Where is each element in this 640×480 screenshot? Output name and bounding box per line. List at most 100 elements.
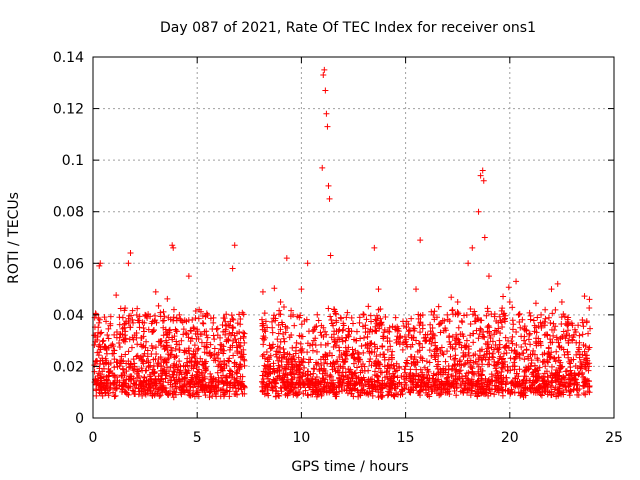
data-point	[192, 375, 199, 382]
data-point	[184, 378, 191, 385]
data-point	[465, 346, 472, 353]
data-point	[372, 384, 379, 391]
data-point	[481, 234, 488, 241]
data-point	[210, 314, 217, 321]
data-point	[352, 369, 359, 376]
data-point	[371, 244, 378, 251]
data-point	[97, 346, 104, 353]
data-point	[309, 375, 316, 382]
data-point	[485, 322, 492, 329]
data-point	[96, 349, 103, 356]
data-point	[534, 314, 541, 321]
data-point	[429, 325, 436, 332]
data-point	[322, 87, 329, 94]
data-point	[366, 345, 373, 352]
data-point	[320, 72, 327, 79]
data-point	[217, 341, 224, 348]
data-point	[516, 366, 523, 373]
data-point	[231, 242, 238, 249]
data-point	[365, 367, 372, 374]
data-point	[185, 334, 192, 341]
data-point	[417, 366, 424, 373]
data-point	[280, 335, 287, 342]
data-point	[430, 381, 437, 388]
data-point	[267, 363, 274, 370]
data-point	[296, 369, 303, 376]
data-point	[302, 387, 309, 394]
data-point	[238, 380, 245, 387]
data-point	[356, 314, 363, 321]
data-point	[435, 358, 442, 365]
data-point	[173, 341, 180, 348]
data-point	[586, 305, 593, 312]
data-point	[185, 317, 192, 324]
data-point	[140, 353, 147, 360]
data-point	[278, 319, 285, 326]
data-point	[537, 338, 544, 345]
data-point	[541, 358, 548, 365]
data-point	[223, 374, 230, 381]
data-point	[463, 311, 470, 318]
data-point	[239, 309, 246, 316]
data-point	[241, 330, 248, 337]
chart-title: Day 087 of 2021, Rate Of TEC Index for r…	[160, 20, 536, 36]
data-point	[354, 387, 361, 394]
data-point	[123, 368, 130, 375]
data-point	[310, 388, 317, 395]
data-point	[514, 382, 521, 389]
data-point	[398, 388, 405, 395]
data-point	[336, 388, 343, 395]
data-point	[498, 368, 505, 375]
data-point	[155, 384, 162, 391]
data-point	[296, 332, 303, 339]
data-point	[570, 356, 577, 363]
data-point	[151, 370, 158, 377]
data-point	[230, 352, 237, 359]
data-point	[378, 320, 385, 327]
data-point	[129, 387, 136, 394]
data-point	[419, 357, 426, 364]
data-point	[282, 323, 289, 330]
data-point	[133, 311, 140, 318]
data-point	[114, 377, 121, 384]
data-point	[570, 386, 577, 393]
data-point	[100, 361, 107, 368]
data-point	[340, 320, 347, 327]
data-point	[427, 328, 434, 335]
data-point	[438, 320, 445, 327]
data-point	[281, 382, 288, 389]
data-point	[486, 329, 493, 336]
data-point	[509, 304, 516, 311]
data-point	[484, 308, 491, 315]
data-point	[555, 354, 562, 361]
data-point	[491, 382, 498, 389]
data-point	[537, 319, 544, 326]
data-point	[506, 298, 513, 305]
data-point	[426, 359, 433, 366]
data-point	[479, 361, 486, 368]
data-point	[202, 392, 209, 399]
data-point	[419, 344, 426, 351]
data-point	[289, 344, 296, 351]
data-point	[410, 381, 417, 388]
data-point	[480, 177, 487, 184]
data-point	[461, 312, 468, 319]
data-point	[223, 311, 230, 318]
data-point	[549, 310, 556, 317]
data-point	[262, 318, 269, 325]
data-point	[486, 361, 493, 368]
data-point	[416, 340, 423, 347]
data-point	[333, 311, 340, 318]
data-point	[188, 328, 195, 335]
data-point	[111, 385, 118, 392]
data-point	[348, 314, 355, 321]
data-point	[152, 312, 159, 319]
data-point	[173, 385, 180, 392]
data-point	[108, 342, 115, 349]
data-point	[321, 328, 328, 335]
data-point	[415, 315, 422, 322]
data-point	[515, 311, 522, 318]
data-point	[581, 293, 588, 300]
data-point	[435, 370, 442, 377]
data-point	[125, 260, 132, 267]
